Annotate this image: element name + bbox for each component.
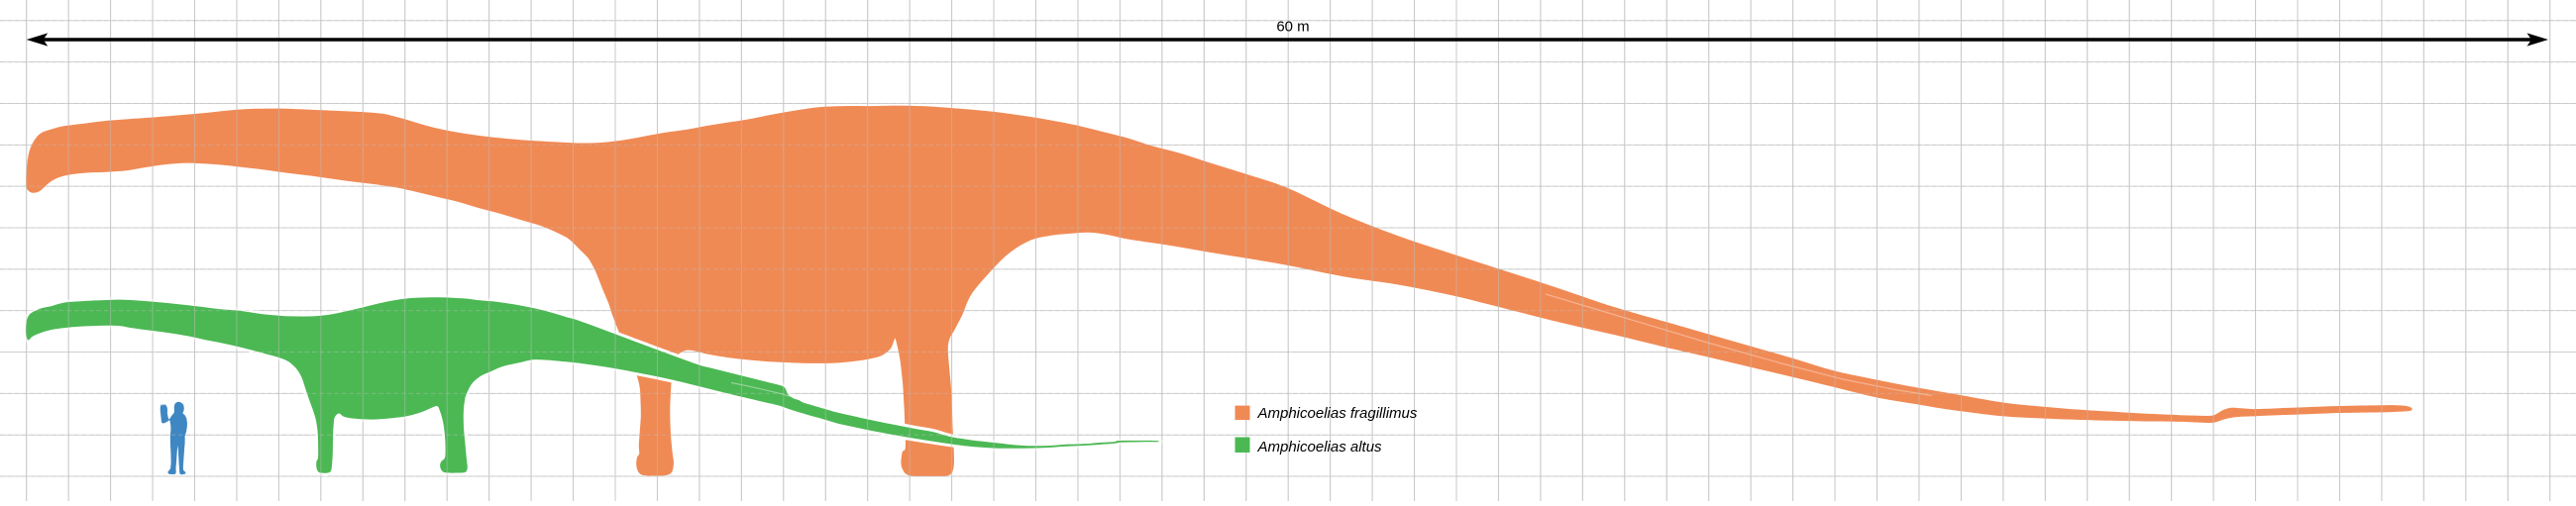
svg-text:60 m: 60 m	[1276, 19, 1309, 36]
svg-text:Amphicoelias altus: Amphicoelias altus	[1257, 439, 1383, 455]
svg-text:Amphicoelias fragillimus: Amphicoelias fragillimus	[1257, 405, 1418, 422]
